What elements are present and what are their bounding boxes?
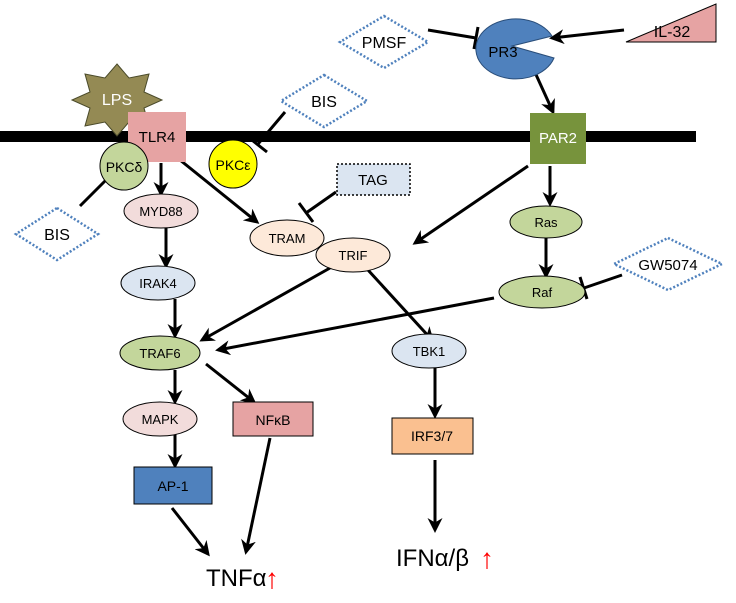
ifn-label: IFNα/β: [396, 545, 469, 572]
ras-node: Ras: [509, 205, 583, 239]
gw5074-node: GW5074: [611, 236, 725, 292]
bis-top-node: BIS: [278, 73, 370, 129]
pkcd-node: PKCδ: [99, 141, 149, 191]
arrow-traf6-nfkb: [205, 362, 257, 404]
raf-node: Raf: [498, 275, 586, 309]
bis-left-label: BIS: [44, 227, 70, 244]
ap1-label: AP-1: [157, 478, 188, 494]
pr3-label: PR3: [488, 44, 517, 61]
tag-label: TAG: [358, 172, 388, 189]
inhibit-pmsf-pr3: [427, 28, 477, 40]
ap1-node: AP-1: [133, 466, 213, 505]
il32-label: IL-32: [654, 24, 691, 41]
tlr4-label: TLR4: [139, 129, 176, 146]
pkce-node: PKCε: [208, 139, 258, 189]
mapk-label: MAPK: [142, 412, 179, 427]
arrow-trif-traf6: [199, 266, 331, 342]
par2-node: PAR2: [530, 113, 586, 164]
arrow-ap1-tnfa: [170, 507, 210, 557]
tnfa-label: TNFα: [206, 565, 267, 592]
pmsf-node: PMSF: [337, 14, 431, 70]
myd88-node: MYD88: [123, 193, 199, 229]
par2-label: PAR2: [539, 130, 577, 147]
irf37-node: IRF3/7: [391, 417, 474, 455]
arrow-raf-traf6: [215, 296, 495, 356]
tlr4-node: TLR4: [128, 112, 186, 162]
tram-node: TRAM: [249, 219, 325, 257]
gw5074-label: GW5074: [638, 257, 697, 274]
pkce-label: PKCε: [215, 157, 250, 173]
arrow-tlr4-tram: [179, 158, 260, 224]
myd88-label: MYD88: [139, 204, 182, 219]
pkcd-label: PKCδ: [106, 159, 143, 175]
activation-arrows: [153, 28, 625, 557]
trif-label: TRIF: [339, 248, 368, 263]
tag-node: TAG: [336, 163, 411, 196]
arrow-nfkb-tnfa: [241, 437, 272, 555]
pmsf-label: PMSF: [362, 35, 407, 52]
irak4-label: IRAK4: [139, 276, 177, 291]
up-arrow-icon: ↑: [265, 563, 279, 594]
ifn-output: IFNα/β ↑: [396, 543, 494, 574]
trif-node: TRIF: [315, 237, 391, 273]
arrow-il32-pr3: [549, 28, 625, 45]
tram-label: TRAM: [269, 231, 306, 246]
inhibit-gw5074-raf: [583, 273, 623, 290]
tbk1-label: TBK1: [413, 344, 446, 359]
raf-label: Raf: [532, 285, 553, 300]
arrow-trif-tbk1: [366, 268, 435, 343]
up-arrow-icon: ↑: [480, 543, 494, 574]
traf6-node: TRAF6: [119, 335, 201, 371]
irak4-node: IRAK4: [120, 265, 196, 301]
ras-label: Ras: [534, 215, 558, 230]
irf37-label: IRF3/7: [411, 428, 453, 444]
inhibit-bis-pkce: [256, 111, 287, 145]
inhibit-tag-tram: [305, 190, 337, 215]
arrow-pr3-par2: [531, 67, 555, 115]
arrow-par2-trif: [412, 164, 529, 245]
il32-node: IL-32: [625, 3, 717, 43]
mapk-node: MAPK: [122, 401, 198, 437]
cell-membrane: [0, 131, 696, 142]
pr3-node: PR3: [475, 18, 555, 80]
bis-left-node: BIS: [13, 206, 101, 262]
pr3-shape: [475, 18, 555, 80]
nfkb-node: NFκB: [232, 401, 314, 437]
tnfa-output: TNFα ↑: [206, 563, 279, 594]
traf6-label: TRAF6: [139, 346, 180, 361]
bis-top-label: BIS: [311, 94, 337, 111]
nfkb-label: NFκB: [256, 412, 291, 428]
lps-label: LPS: [102, 92, 132, 109]
tbk1-node: TBK1: [391, 333, 467, 369]
